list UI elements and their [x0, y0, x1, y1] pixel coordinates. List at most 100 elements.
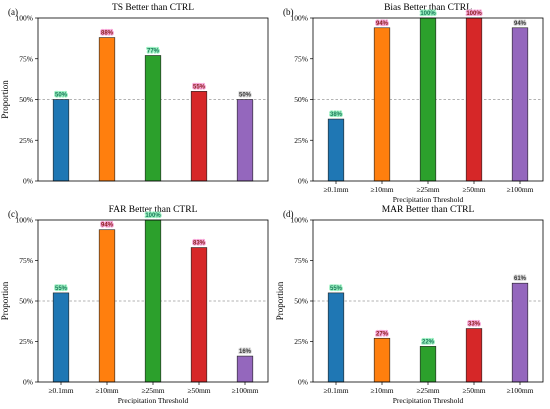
data-label: 50% — [55, 93, 68, 99]
x-tick-label: ≥50mm — [462, 386, 485, 395]
panel-letter: (c) — [8, 209, 18, 219]
y-tick-label: 50% — [19, 297, 33, 306]
y-tick-label: 0% — [23, 177, 33, 186]
y-axis-label: Proportion — [275, 281, 285, 320]
data-label: 94% — [101, 223, 114, 229]
bar — [373, 27, 391, 182]
y-tick-label: 100% — [291, 216, 309, 225]
data-label: 55% — [55, 286, 68, 292]
y-tick-label: 50% — [294, 95, 308, 104]
y-axis-label: Proportion — [0, 80, 10, 119]
chart-panel: FAR Better than CTRL(c)55%55%≥0.1mm94%94… — [0, 205, 269, 405]
x-tick-label: ≥0.1mm — [323, 185, 348, 194]
data-label: 50% — [239, 93, 252, 99]
y-tick-label: 25% — [19, 136, 33, 145]
data-label-halo: 94% — [101, 223, 114, 229]
data-label: 33% — [468, 322, 481, 328]
y-tick-label: 75% — [294, 54, 308, 63]
chart-panel: Bias Better than CTRL(b)38%38%≥0.1mm94%9… — [283, 3, 544, 204]
y-tick-label: 100% — [16, 216, 34, 225]
data-label-halo: 100% — [420, 11, 436, 17]
x-tick-label: ≥50mm — [462, 185, 485, 194]
x-axis-label: Precipitation Threshold — [393, 195, 464, 204]
y-tick-label: 0% — [298, 177, 308, 186]
data-label-halo: 50% — [55, 93, 68, 99]
x-axis-label: Precipitation Threshold — [118, 396, 189, 404]
data-label-halo: 38% — [330, 112, 343, 118]
x-tick-label: ≥10mm — [370, 185, 393, 194]
plot-frame — [312, 17, 544, 182]
data-label-halo: 50% — [239, 93, 252, 99]
data-label: 77% — [147, 48, 160, 54]
chart-title: Bias Better than CTRL — [384, 3, 472, 13]
data-label-halo: 77% — [147, 48, 160, 54]
chart-title: FAR Better than CTRL — [109, 205, 198, 215]
data-label: 100% — [466, 11, 482, 17]
bar — [98, 37, 116, 182]
bar — [144, 55, 162, 182]
data-label-halo: 27% — [376, 331, 389, 337]
bar — [52, 99, 70, 182]
data-label-halo: 33% — [468, 322, 481, 328]
bar — [419, 346, 437, 383]
plot-frame — [312, 219, 544, 383]
data-label-halo: 94% — [514, 21, 527, 27]
bar — [373, 337, 391, 383]
bar — [236, 99, 254, 182]
bar — [144, 219, 162, 383]
y-tick-label: 0% — [23, 378, 33, 387]
x-tick-label: ≥25mm — [416, 386, 439, 395]
bar — [465, 328, 483, 383]
chart-panel: TS Better than CTRL(a)50%50%88%88%77%77%… — [0, 3, 269, 186]
y-tick-label: 75% — [19, 256, 33, 265]
bar — [236, 355, 254, 383]
data-label-halo: 100% — [145, 213, 161, 219]
plot-frame — [37, 17, 269, 182]
x-tick-label: ≥50mm — [187, 386, 210, 395]
data-label: 61% — [514, 276, 527, 282]
bar — [511, 27, 529, 182]
y-tick-label: 50% — [19, 95, 33, 104]
data-label: 16% — [239, 349, 252, 355]
plot-frame — [37, 219, 269, 383]
data-label-halo: 61% — [514, 276, 527, 282]
data-label: 38% — [330, 112, 343, 118]
bar — [190, 91, 208, 182]
data-label-halo: 55% — [330, 286, 343, 292]
x-axis-label: Precipitation Threshold — [393, 396, 464, 404]
data-label: 94% — [376, 21, 389, 27]
data-label-halo: 83% — [193, 241, 206, 247]
y-tick-label: 75% — [294, 256, 308, 265]
bar — [327, 118, 345, 182]
y-tick-label: 100% — [291, 14, 309, 23]
data-label: 27% — [376, 331, 389, 337]
bar — [98, 229, 116, 383]
bar — [190, 247, 208, 383]
data-label: 94% — [514, 21, 527, 27]
bar — [52, 292, 70, 383]
data-label: 100% — [145, 213, 161, 219]
data-label-halo: 22% — [422, 339, 435, 345]
y-tick-label: 100% — [16, 14, 34, 23]
y-tick-label: 50% — [294, 297, 308, 306]
data-label: 22% — [422, 339, 435, 345]
y-tick-label: 0% — [298, 378, 308, 387]
data-label: 55% — [330, 286, 343, 292]
bar — [419, 17, 437, 182]
data-label: 100% — [420, 11, 436, 17]
x-tick-label: ≥10mm — [370, 386, 393, 395]
data-label-halo: 55% — [55, 286, 68, 292]
chart-panel: MAR Better than CTRL(d)55%55%≥0.1mm27%27… — [275, 205, 544, 405]
data-label-halo: 100% — [466, 11, 482, 17]
data-label: 55% — [193, 84, 206, 90]
x-tick-label: ≥25mm — [141, 386, 164, 395]
bar — [465, 17, 483, 182]
bar — [511, 282, 529, 383]
x-tick-label: ≥25mm — [416, 185, 439, 194]
chart-title: MAR Better than CTRL — [382, 205, 475, 215]
x-tick-label: ≥100mm — [231, 386, 258, 395]
x-tick-label: ≥0.1mm — [48, 386, 73, 395]
panel-letter: (d) — [283, 209, 294, 219]
data-label-halo: 55% — [193, 84, 206, 90]
